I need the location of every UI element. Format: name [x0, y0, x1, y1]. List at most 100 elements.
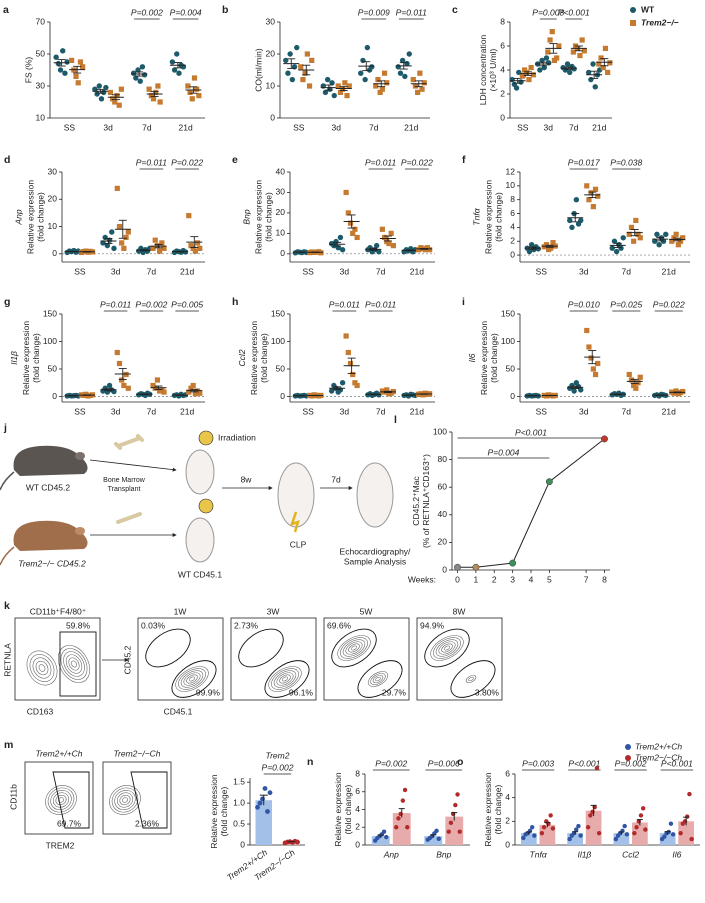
data-point — [153, 89, 159, 95]
x-tick-label: 7d — [142, 122, 152, 132]
data-point — [352, 226, 358, 232]
p-value: P=0.003 — [522, 758, 554, 768]
data-point — [472, 563, 480, 571]
y-axis-label: Relative expression — [479, 321, 489, 395]
recipient-label: WT CD45.1 — [178, 569, 223, 579]
plot-label: Trem2+/+Ch — [35, 748, 82, 758]
data-point — [581, 48, 587, 54]
data-point — [188, 385, 194, 391]
contour — [279, 674, 291, 684]
y-axis-label: Relative expression — [483, 180, 493, 254]
x-tick-label: 4 — [529, 574, 534, 584]
gate-percent: 96.1% — [289, 687, 314, 697]
data-point — [343, 333, 349, 339]
y-tick-label: 10 — [48, 221, 58, 231]
x-axis-label: CD163 — [27, 706, 54, 716]
data-point — [397, 70, 404, 76]
flow-plot — [416, 617, 503, 701]
data-point — [324, 76, 331, 83]
contour — [337, 635, 371, 661]
data-point — [631, 238, 637, 244]
data-point — [342, 80, 348, 86]
bar — [585, 810, 602, 845]
y-tick-label: 4 — [355, 804, 360, 814]
panel-letter: n — [307, 756, 313, 768]
data-point — [287, 51, 293, 57]
data-point — [306, 83, 313, 89]
data-point — [322, 89, 329, 96]
data-point — [354, 382, 360, 389]
x-tick-label: 3d — [579, 406, 589, 416]
contour — [175, 666, 209, 692]
data-point — [457, 829, 462, 834]
y-tick-label: 6 — [500, 40, 505, 50]
x-tick-label: SS — [293, 122, 305, 132]
contour — [433, 637, 461, 659]
y-axis-label: (fold change) — [493, 192, 503, 242]
contour — [271, 668, 299, 690]
gene-label: Tnfα — [471, 207, 481, 225]
contour — [468, 676, 474, 682]
data-point — [539, 830, 545, 836]
data-point — [556, 43, 562, 49]
transplant-label: Transplant — [108, 486, 141, 493]
data-point — [596, 830, 602, 836]
x-axis-label: Weeks: — [408, 574, 436, 584]
data-point — [53, 54, 59, 60]
data-point — [622, 823, 627, 829]
mouse-body — [13, 520, 88, 551]
data-point — [547, 37, 553, 43]
y-tick-label: 20 — [266, 48, 276, 58]
data-point — [384, 834, 389, 840]
data-point — [62, 70, 68, 76]
data-point — [339, 380, 346, 386]
p-value: P=0.022 — [171, 157, 203, 167]
plot-label: 3W — [267, 606, 280, 616]
y-tick-label: 4 — [510, 222, 515, 232]
x-tick-label: SS — [536, 266, 548, 276]
data-point — [344, 93, 350, 99]
data-point — [626, 371, 632, 378]
data-point — [528, 241, 535, 248]
x-tick-label: 3d — [340, 266, 350, 276]
y-tick-label: 0 — [280, 391, 285, 401]
contour — [119, 794, 131, 806]
data-point — [350, 371, 356, 378]
y-tick-label: 10 — [266, 80, 276, 90]
data-point — [574, 827, 579, 832]
data-point — [362, 76, 368, 83]
data-point — [171, 67, 178, 73]
data-point — [318, 250, 324, 256]
y-axis-label: Relative expression — [249, 321, 259, 395]
data-point — [190, 382, 196, 389]
clp-mouse — [277, 462, 315, 528]
x-tick-label: SS — [74, 266, 86, 276]
data-point — [526, 248, 533, 255]
data-point — [592, 371, 599, 378]
contour — [348, 643, 360, 653]
data-point — [373, 242, 380, 249]
y-tick-label: 6 — [510, 208, 515, 218]
y-tick-label: 0 — [442, 564, 447, 574]
data-point — [595, 193, 601, 199]
data-point — [133, 75, 139, 81]
data-point — [337, 89, 344, 95]
data-point — [576, 823, 581, 829]
data-point — [119, 240, 125, 246]
data-point — [94, 91, 100, 97]
data-point — [673, 231, 679, 237]
p-value: P=0.022 — [401, 157, 433, 167]
gate-percent: 2.73% — [234, 620, 259, 630]
y-tick-label: 50 — [276, 363, 286, 373]
data-point — [594, 765, 600, 771]
data-point — [518, 79, 524, 85]
contour — [268, 666, 302, 692]
contour — [29, 654, 55, 682]
diagram-j: j WT CD45.2 Trem2−/− CD45.2 Bone Marrow … — [0, 422, 411, 579]
data-point — [329, 80, 335, 86]
y-tick-label: 6 — [505, 768, 510, 778]
data-point — [159, 240, 165, 246]
data-point — [345, 349, 351, 356]
data-point — [64, 59, 70, 65]
legend-marker — [625, 744, 631, 750]
